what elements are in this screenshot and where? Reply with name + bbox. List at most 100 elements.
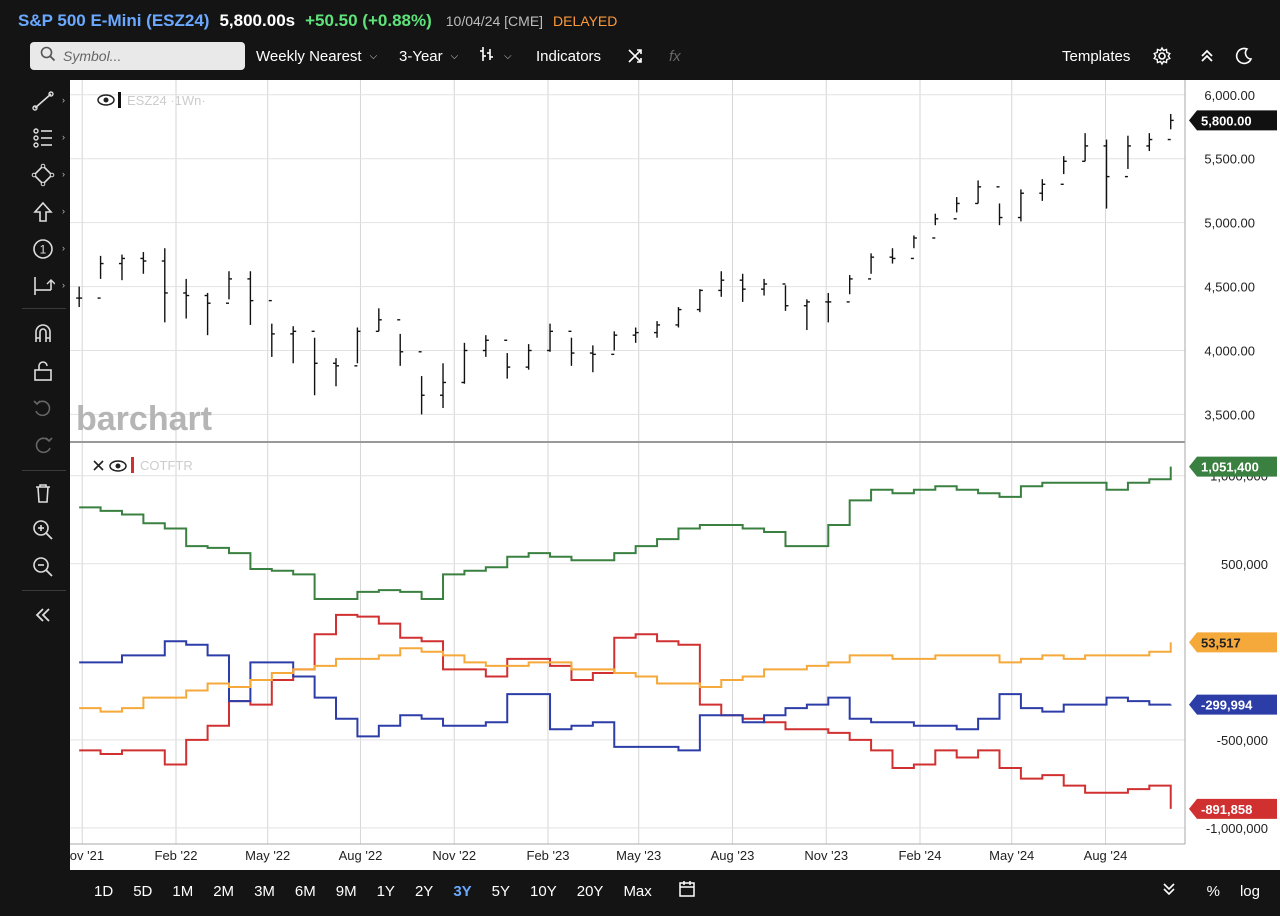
close-icon	[93, 460, 104, 471]
x-tick-label: May '23	[616, 848, 661, 863]
ohlc-bar	[504, 339, 511, 379]
ohlc-bar	[718, 271, 725, 297]
chevron-down-icon: ⌵	[369, 50, 378, 62]
svg-text:53,517: 53,517	[1201, 635, 1241, 650]
undo-icon[interactable]	[28, 393, 58, 423]
last-price: 5,800.00s	[219, 11, 296, 30]
ohlc-bar	[311, 330, 318, 396]
period-3m[interactable]: 3M	[254, 882, 275, 900]
period-2m[interactable]: 2M	[213, 882, 235, 900]
line-tool-icon[interactable]	[28, 86, 58, 116]
cot-legend: COTFTR	[140, 458, 193, 473]
compare-icon[interactable]	[623, 42, 647, 70]
chevron-down-icon: ⌵	[450, 50, 459, 62]
unlock-icon[interactable]	[28, 356, 58, 386]
eye-icon	[109, 460, 127, 472]
period-1m[interactable]: 1M	[172, 882, 194, 900]
delayed-badge: DELAYED	[553, 13, 618, 29]
ohlc-bar	[247, 271, 254, 325]
zoom-out-icon[interactable]	[28, 552, 58, 582]
chart-area[interactable]: Nov '21 Feb '22 May '22 Aug '22 Nov '22 Feb '…	[70, 80, 1280, 870]
list-tool-icon[interactable]	[28, 123, 58, 153]
dark-mode-icon[interactable]	[1232, 42, 1256, 70]
cot-tick-label: -1,000,000	[1206, 821, 1268, 836]
ohlc-bar	[889, 248, 896, 264]
ohlc-bar	[1124, 135, 1131, 178]
arrow-up-tool-icon[interactable]	[28, 197, 58, 227]
ohlc-bar	[161, 248, 168, 323]
svg-text:1,051,400: 1,051,400	[1201, 460, 1259, 475]
price-tick-label: 6,000.00	[1204, 88, 1255, 103]
x-tick-label: May '24	[989, 848, 1034, 863]
log-toggle[interactable]: log	[1239, 882, 1260, 900]
ohlc-bar	[397, 319, 404, 366]
quote-header: S&P 500 E-Mini (ESZ24) 5,800.00s +50.50 …	[0, 0, 1280, 42]
cot-tick-label: -500,000	[1217, 733, 1268, 748]
aggregation-dropdown[interactable]: Weekly Nearest ⌵	[256, 42, 377, 70]
shape-tool-icon[interactable]	[28, 160, 58, 190]
expand-arrow-icon[interactable]: ›	[62, 206, 65, 216]
calendar-icon[interactable]	[678, 880, 696, 903]
number-marker-icon[interactable]: 1	[28, 234, 58, 264]
bar-type-dropdown[interactable]: ⌵	[478, 42, 512, 70]
symbol-title[interactable]: S&P 500 E-Mini (ESZ24)	[18, 11, 210, 30]
period-1d[interactable]: 1D	[94, 882, 114, 900]
legend-color-swatch	[118, 92, 121, 108]
redo-icon[interactable]	[28, 430, 58, 460]
ohlc-bar	[632, 327, 639, 343]
ohlc-bar	[547, 323, 554, 352]
expand-arrow-icon[interactable]: ›	[62, 243, 65, 253]
chart-svg[interactable]: Nov '21 Feb '22 May '22 Aug '22 Nov '22 Feb '…	[70, 80, 1280, 870]
period-20y[interactable]: 20Y	[576, 882, 604, 900]
ohlc-bar	[761, 278, 768, 296]
chart-toolbar: Symbol... Weekly Nearest ⌵ 3-Year ⌵ ⌵ In…	[0, 42, 1280, 74]
period-1y[interactable]: 1Y	[376, 882, 395, 900]
x-tick-label: Aug '24	[1084, 848, 1128, 863]
measure-tool-icon[interactable]	[28, 271, 58, 301]
expand-arrow-icon[interactable]: ›	[62, 280, 65, 290]
chevron-double-down-icon[interactable]	[1161, 881, 1177, 902]
expand-arrow-icon[interactable]: ›	[62, 169, 65, 179]
ohlc-bar	[1103, 139, 1110, 209]
svg-text:-299,994: -299,994	[1201, 698, 1253, 713]
rail-divider	[22, 308, 66, 309]
ohlc-bar	[333, 358, 340, 387]
ohlc-bar	[846, 275, 853, 303]
magnet-icon[interactable]	[28, 318, 58, 348]
period-6m[interactable]: 6M	[294, 882, 316, 900]
period-10y[interactable]: 10Y	[530, 882, 557, 900]
ohlc-bar	[97, 255, 104, 299]
eye-icon	[97, 94, 115, 106]
period-max[interactable]: Max	[623, 882, 652, 900]
ohlc-bar	[418, 351, 425, 415]
expand-arrow-icon[interactable]: ›	[62, 132, 65, 142]
period-9m[interactable]: 9M	[335, 882, 357, 900]
period-5d[interactable]: 5D	[133, 882, 153, 900]
percent-toggle[interactable]: %	[1206, 882, 1220, 900]
period-2y[interactable]: 2Y	[414, 882, 434, 900]
fx-button[interactable]: fx	[669, 42, 681, 70]
range-dropdown[interactable]: 3-Year ⌵	[399, 42, 458, 70]
price-change: +50.50 (+0.88%)	[305, 11, 432, 30]
ohlc-bar	[76, 286, 83, 308]
gear-icon[interactable]	[1150, 42, 1174, 70]
period-3y[interactable]: 3Y	[453, 882, 472, 900]
period-5y[interactable]: 5Y	[491, 882, 511, 900]
ohlc-bar	[1082, 133, 1089, 162]
ohlc-bar	[910, 235, 917, 260]
ohlc-bar	[654, 321, 661, 338]
legend-color-swatch	[131, 457, 134, 473]
trash-icon[interactable]	[28, 478, 58, 508]
ohlc-bar	[782, 283, 789, 311]
symbol-search-input[interactable]: Symbol...	[30, 42, 245, 70]
ohlc-bar	[1060, 156, 1067, 185]
ohlc-bar	[183, 278, 190, 319]
collapse-up-icon[interactable]	[1195, 42, 1219, 70]
collapse-sidebar-icon[interactable]	[28, 600, 58, 630]
expand-arrow-icon[interactable]: ›	[62, 95, 65, 105]
ohlc-bar	[975, 180, 982, 205]
zoom-in-icon[interactable]	[28, 515, 58, 545]
templates-button[interactable]: Templates	[1062, 42, 1130, 70]
ohlc-bar	[589, 345, 596, 373]
indicators-button[interactable]: Indicators	[536, 42, 601, 70]
